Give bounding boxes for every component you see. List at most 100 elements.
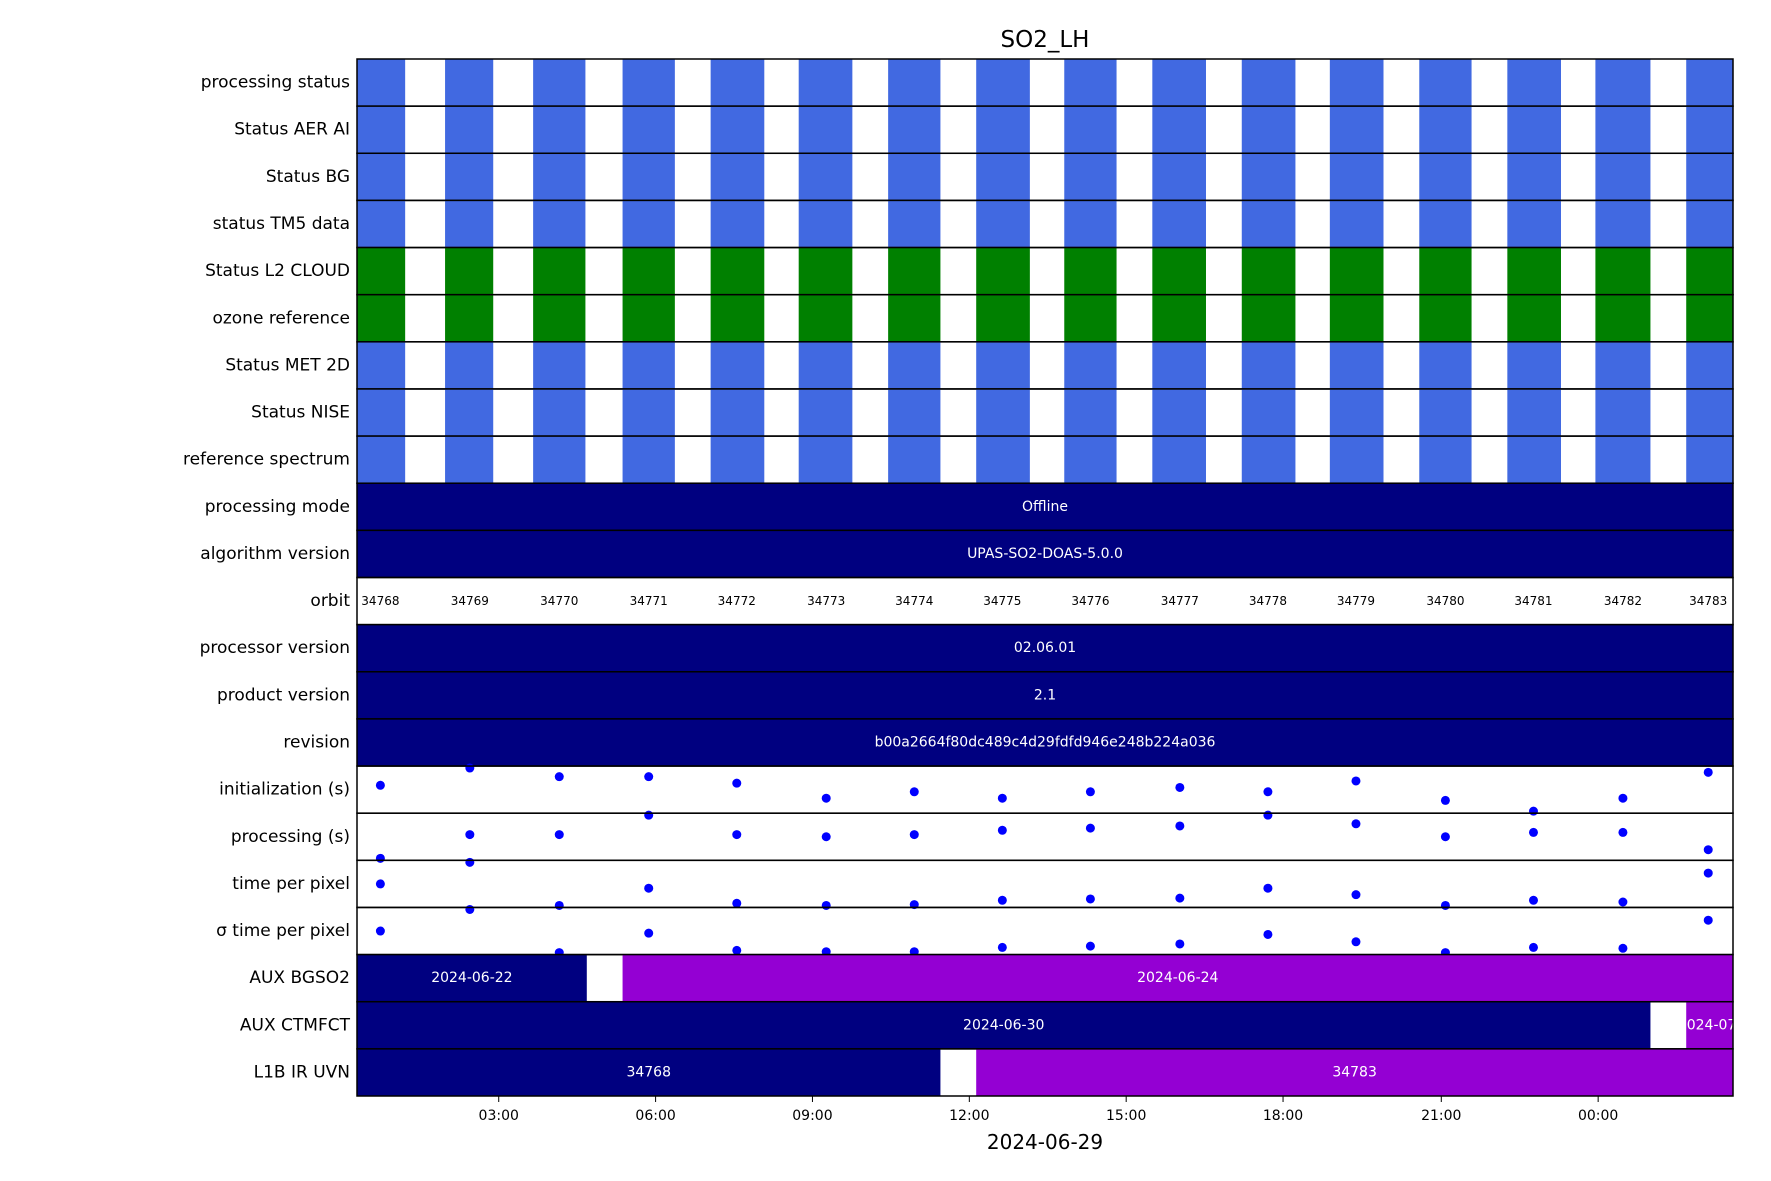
orbit-number: 34773	[807, 594, 845, 608]
status-block	[1329, 388, 1384, 437]
status-block	[445, 59, 494, 107]
orbit-number: 34778	[1249, 594, 1287, 608]
row-label: algorithm version	[200, 544, 350, 564]
band-label: UPAS-SO2-DOAS-5.0.0	[967, 546, 1123, 562]
status-block	[1329, 59, 1384, 107]
status-block	[1064, 436, 1117, 484]
status-block	[533, 294, 586, 342]
status-block	[1686, 247, 1733, 295]
row-label: Status MET 2D	[225, 355, 350, 375]
status-block	[445, 294, 494, 342]
data-point	[644, 772, 654, 782]
x-axis: 03:00 06:00 09:00 12:00 15:00 18:00 21:00 00:00	[479, 1096, 1618, 1124]
data-point	[997, 793, 1007, 803]
data-point	[821, 793, 831, 803]
status-block	[798, 200, 853, 248]
status-block	[976, 388, 1030, 437]
data-point	[1618, 897, 1628, 907]
status-block	[1064, 153, 1117, 201]
status-block	[710, 200, 765, 248]
row-label: processing status	[201, 73, 350, 93]
row-19: AUX BGSO2 2024-06-22 2024-06-24	[249, 953, 1734, 1003]
row-label: AUX CTMFCT	[240, 1015, 351, 1035]
status-block	[1507, 388, 1561, 437]
status-block	[976, 247, 1030, 295]
row-frame	[356, 859, 1734, 909]
status-block	[888, 341, 941, 389]
status-block	[976, 436, 1030, 484]
row-14: revision b00a2664f80dc489c4d29fdfd946e248…	[283, 718, 1734, 767]
status-block	[1595, 436, 1651, 484]
orbit-number: 34777	[1161, 594, 1199, 608]
row-label: processing mode	[205, 497, 350, 517]
status-block	[710, 106, 765, 154]
data-point	[1351, 890, 1361, 900]
status-block	[976, 341, 1030, 389]
status-block	[710, 388, 765, 437]
status-block	[1686, 294, 1733, 342]
data-point	[644, 928, 654, 938]
status-block	[1595, 294, 1651, 342]
row-2: Status BG	[266, 152, 1734, 202]
row-9: processing mode Offline	[205, 482, 1734, 532]
data-point	[732, 898, 742, 908]
status-block	[1686, 436, 1733, 484]
status-block	[1241, 106, 1296, 154]
row-1: Status AER AI	[234, 105, 1734, 155]
row-label: status TM5 data	[213, 214, 350, 234]
data-point	[465, 904, 475, 914]
status-block	[888, 294, 941, 342]
status-block	[976, 59, 1030, 107]
orbit-number: 34776	[1071, 594, 1109, 608]
data-point	[1263, 810, 1273, 820]
data-point	[554, 900, 564, 910]
status-block	[1595, 341, 1651, 389]
row-label: revision	[283, 732, 350, 752]
status-block	[622, 200, 675, 248]
status-block	[1241, 200, 1296, 248]
status-block	[622, 294, 675, 342]
data-point	[1703, 915, 1713, 925]
status-block	[710, 341, 765, 389]
status-block	[798, 294, 853, 342]
data-point	[1528, 942, 1538, 952]
row-label: Status AER AI	[234, 120, 350, 140]
status-block	[1419, 388, 1472, 437]
status-block	[445, 247, 494, 295]
band-bar	[357, 483, 1733, 531]
row-3: status TM5 data	[213, 199, 1734, 249]
status-block	[533, 388, 586, 437]
data-point	[997, 825, 1007, 835]
row-12: processor version 02.06.01	[200, 623, 1734, 673]
data-point	[465, 857, 475, 867]
status-block	[1241, 59, 1296, 107]
orbit-number: 34782	[1604, 594, 1642, 608]
data-point	[644, 883, 654, 893]
status-block	[1595, 59, 1651, 107]
status-block	[888, 388, 941, 437]
x-tick-label: 06:00	[635, 1108, 675, 1124]
status-block	[1152, 341, 1206, 389]
status-block	[1595, 388, 1651, 437]
status-block	[533, 247, 586, 295]
status-block	[798, 341, 853, 389]
row-label: ozone reference	[212, 308, 350, 328]
status-block	[445, 153, 494, 201]
data-point	[644, 810, 654, 820]
status-block	[622, 106, 675, 154]
status-block	[357, 341, 406, 389]
status-block	[622, 388, 675, 437]
x-axis-label: 2024-06-29	[987, 1130, 1103, 1154]
data-point	[821, 832, 831, 842]
status-block	[1329, 294, 1384, 342]
data-point	[732, 778, 742, 788]
status-block	[445, 200, 494, 248]
status-block	[798, 153, 853, 201]
data-point	[375, 879, 385, 889]
data-point	[1618, 793, 1628, 803]
status-block	[357, 106, 406, 154]
status-block	[1329, 247, 1384, 295]
status-block	[533, 436, 586, 484]
data-point	[1618, 827, 1628, 837]
